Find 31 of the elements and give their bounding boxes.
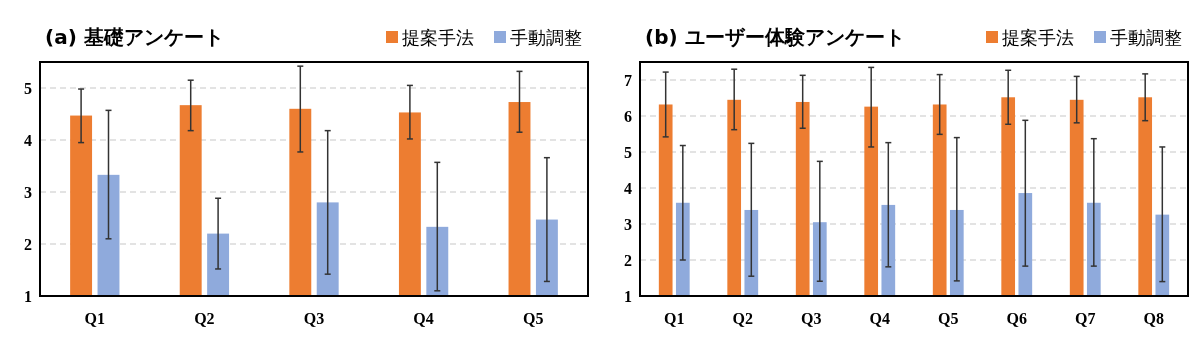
y-tick-label: 2	[24, 236, 32, 253]
y-tick-label: 6	[624, 108, 632, 125]
x-tick-label: Q2	[732, 310, 753, 327]
legend-label: 手動調整	[1110, 27, 1182, 48]
y-tick-label: 2	[624, 252, 632, 269]
legend-label: 提案手法	[1002, 27, 1074, 48]
x-tick-label: Q3	[801, 310, 822, 327]
y-tick-label: 7	[624, 72, 632, 89]
legend-label: 提案手法	[402, 27, 474, 48]
chart-title: (b) ユーザー体験アンケート	[645, 25, 905, 49]
y-tick-label: 5	[24, 80, 32, 97]
x-tick-label: Q2	[194, 310, 215, 327]
chart-title: (a) 基礎アンケート	[45, 25, 224, 49]
y-tick-label: 1	[624, 288, 632, 305]
x-tick-label: Q1	[84, 310, 106, 327]
y-tick-label: 4	[624, 180, 632, 197]
x-tick-label: Q4	[869, 310, 890, 327]
y-tick-label: 3	[624, 216, 632, 233]
y-tick-label: 4	[24, 132, 32, 149]
y-tick-label: 3	[24, 184, 32, 201]
legend-label: 手動調整	[510, 27, 582, 48]
y-tick-label: 5	[624, 144, 632, 161]
x-tick-label: Q3	[303, 310, 325, 327]
y-tick-label: 1	[24, 288, 32, 305]
x-tick-label: Q5	[522, 310, 544, 327]
x-tick-label: Q1	[664, 310, 685, 327]
x-tick-label: Q4	[413, 310, 434, 327]
x-tick-label: Q6	[1006, 310, 1027, 327]
x-tick-label: Q8	[1143, 310, 1164, 327]
x-tick-label: Q5	[938, 310, 959, 327]
x-tick-label: Q7	[1075, 310, 1096, 327]
